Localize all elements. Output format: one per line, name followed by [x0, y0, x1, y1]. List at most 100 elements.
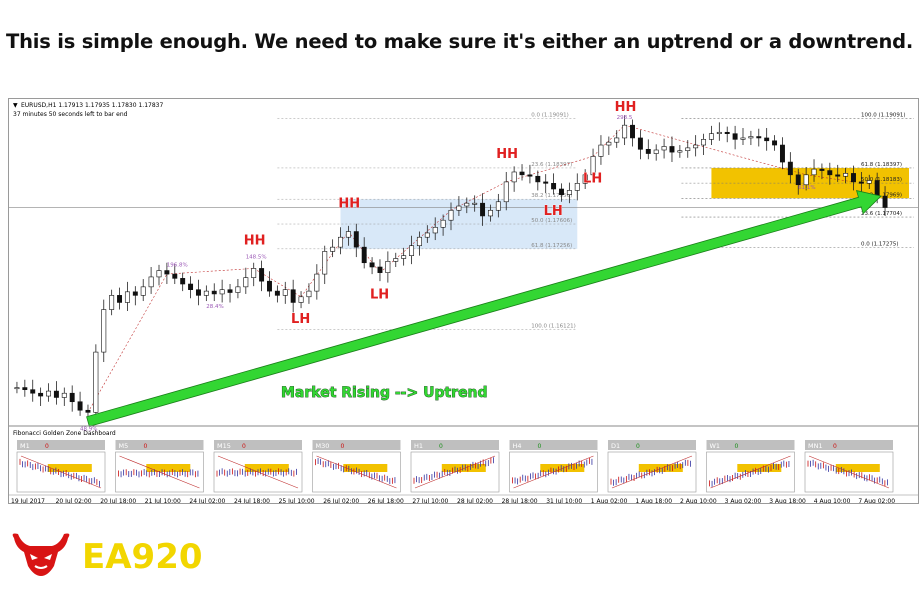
candle-body	[487, 209, 493, 217]
mini-panel-m30[interactable]: M30 0	[312, 440, 401, 493]
candle-body	[164, 270, 170, 275]
fib-label-right: 23.6 (1.17704)	[861, 211, 902, 217]
candle-body	[409, 245, 415, 256]
candle-body	[314, 273, 320, 292]
mini-panel-m15[interactable]: M15 0	[213, 440, 303, 493]
mini-panel-d1[interactable]: D1 0	[607, 440, 697, 493]
swing-label-lh: LH	[583, 171, 602, 186]
swing-label-lh: LH	[291, 312, 310, 327]
mini-trend-line	[513, 455, 594, 489]
x-tick-label: 1 Aug 02:00	[591, 498, 628, 503]
candle-body	[353, 231, 359, 248]
x-tick-label: 4 Aug 10:00	[814, 498, 851, 503]
candle-body	[606, 141, 612, 146]
x-tick-label: 27 Jul 10:00	[412, 498, 448, 503]
mini-panel-timeframe: H1	[414, 442, 423, 450]
candle-body	[156, 270, 162, 278]
mini-panel-badge: 0	[636, 443, 640, 450]
candle-body	[132, 291, 138, 296]
candle-body	[93, 351, 99, 413]
x-tick-label: 26 Jul 02:00	[323, 498, 359, 503]
mini-panel-h4[interactable]: H4 0	[509, 440, 598, 493]
candle-body	[322, 251, 328, 275]
mini-panel-timeframe: M1	[20, 442, 30, 450]
candle-body	[124, 291, 130, 303]
bar-timer: 37 minutes 50 seconds left to bar end	[13, 111, 128, 118]
candle-body	[527, 174, 533, 177]
candle-body	[535, 175, 541, 183]
fib-extension-label: 298.5	[617, 115, 633, 121]
swing-label-lh: LH	[370, 288, 389, 303]
mini-panel-badge: 0	[833, 443, 837, 450]
mini-panel-header	[214, 440, 302, 450]
swing-connector	[166, 268, 254, 275]
x-tick-label: 7 Aug 02:00	[858, 498, 895, 503]
candle-body	[298, 296, 304, 303]
fib-extension-label: 148.5%	[246, 254, 267, 260]
mini-panel-mn1[interactable]: MN1 0	[804, 440, 894, 493]
candle-body	[211, 290, 217, 295]
candle-body	[874, 180, 880, 197]
candle-body	[701, 139, 707, 146]
candle-body	[361, 246, 367, 264]
swing-label-lh: LH	[544, 204, 563, 219]
mini-panel-badge: 0	[242, 443, 246, 450]
candle-body	[787, 161, 793, 176]
x-tick-label: 25 Jul 10:00	[279, 498, 315, 503]
page-headline: This is simple enough. We need to make s…	[6, 30, 914, 53]
mini-panel-header	[17, 440, 105, 450]
x-tick-label: 3 Aug 02:00	[725, 498, 762, 503]
candle-body	[551, 183, 557, 190]
mini-trend-line	[119, 455, 200, 489]
candle-body	[566, 190, 572, 195]
fib-label-mid: 100.0 (1.16121)	[531, 323, 576, 329]
candle-body	[519, 171, 525, 176]
candle-body	[235, 286, 241, 293]
candle-body	[835, 174, 841, 177]
candle-body	[819, 168, 825, 171]
mini-panel-timeframe: M30	[316, 442, 330, 450]
mini-panel-badge: 0	[439, 443, 443, 450]
candle-body	[622, 124, 628, 139]
mini-panel-m1[interactable]: M1 0	[16, 440, 106, 493]
candle-body	[432, 226, 438, 234]
mini-panel-badge: 0	[341, 443, 345, 450]
fib-label-right: 38.2 (1.17969)	[861, 192, 902, 198]
candle-body	[724, 131, 730, 134]
candle-body	[188, 283, 194, 290]
chart-canvas[interactable]: 100.0 (1.19091) 61.8 (1.18397) 50.0 (1.181…	[9, 99, 918, 503]
candle-body	[661, 146, 667, 151]
candle-body	[203, 290, 209, 296]
candle-body	[424, 232, 430, 238]
candle-body	[338, 236, 343, 248]
candle-body	[448, 209, 454, 221]
x-tick-label: 20 Jul 18:00	[100, 498, 136, 503]
logo-text: EA920	[82, 537, 203, 577]
x-tick-label: 19 Jul 2017	[11, 498, 45, 503]
mini-panel-w1[interactable]: W1 0	[706, 440, 795, 493]
fib-label-mid: 61.8 (1.17256)	[531, 243, 572, 249]
candle-body	[330, 246, 336, 252]
candle-body	[77, 401, 83, 411]
fib-extension-label: 61.1%	[798, 185, 815, 191]
candle-body	[503, 181, 509, 203]
x-tick-label: 31 Jul 10:00	[546, 498, 582, 503]
mini-panel-h1[interactable]: H1 0	[410, 440, 500, 493]
trading-chart[interactable]: 100.0 (1.19091) 61.8 (1.18397) 50.0 (1.181…	[8, 98, 919, 504]
candle-body	[180, 278, 186, 285]
swing-label-hh: HH	[244, 233, 266, 248]
mini-golden-zone	[835, 464, 880, 472]
candle-body	[282, 289, 288, 296]
swing-labels: HH LH HH LH HH LH LH HH 196.8% 148.5% 28.4% 48.9% 61…	[80, 100, 816, 432]
candle-body	[858, 181, 864, 184]
mini-panel-header	[509, 440, 598, 450]
mini-panel-header	[312, 440, 401, 450]
candle-body	[14, 387, 20, 390]
candle-body	[653, 149, 659, 154]
dashboard-title: Fibonacci Golden Zone Dashboard	[13, 430, 116, 437]
mini-golden-zone	[244, 464, 289, 472]
candle-body	[219, 289, 225, 295]
mini-panel-header	[411, 440, 499, 450]
mini-panel-m5[interactable]: M5 0	[115, 440, 204, 493]
candle-body	[748, 136, 754, 139]
